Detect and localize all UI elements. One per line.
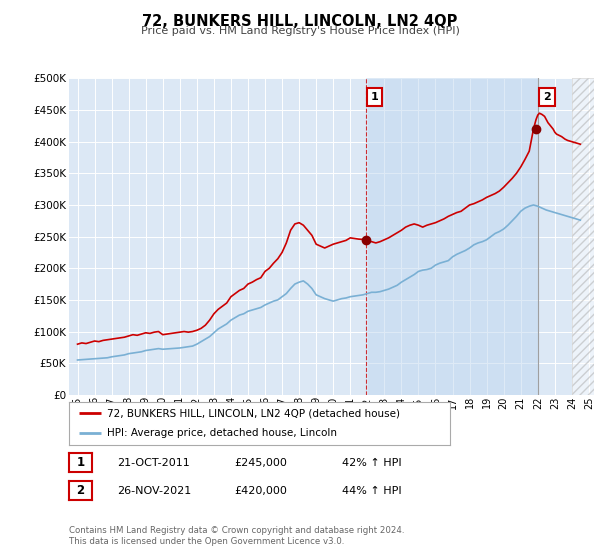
Text: 1: 1 <box>76 456 85 469</box>
Text: Price paid vs. HM Land Registry's House Price Index (HPI): Price paid vs. HM Land Registry's House … <box>140 26 460 36</box>
Bar <box>572 78 598 395</box>
Text: 2: 2 <box>543 92 551 102</box>
Text: 1: 1 <box>371 92 379 102</box>
Text: 21-OCT-2011: 21-OCT-2011 <box>117 458 190 468</box>
Text: 42% ↑ HPI: 42% ↑ HPI <box>342 458 401 468</box>
Text: 26-NOV-2021: 26-NOV-2021 <box>117 486 191 496</box>
Text: HPI: Average price, detached house, Lincoln: HPI: Average price, detached house, Linc… <box>107 428 337 438</box>
Text: 44% ↑ HPI: 44% ↑ HPI <box>342 486 401 496</box>
Text: £245,000: £245,000 <box>234 458 287 468</box>
Text: 72, BUNKERS HILL, LINCOLN, LN2 4QP: 72, BUNKERS HILL, LINCOLN, LN2 4QP <box>142 14 458 29</box>
Text: Contains HM Land Registry data © Crown copyright and database right 2024.
This d: Contains HM Land Registry data © Crown c… <box>69 526 404 546</box>
Bar <box>365 78 538 395</box>
Text: 72, BUNKERS HILL, LINCOLN, LN2 4QP (detached house): 72, BUNKERS HILL, LINCOLN, LN2 4QP (deta… <box>107 408 400 418</box>
Text: £420,000: £420,000 <box>234 486 287 496</box>
Text: 2: 2 <box>76 484 85 497</box>
